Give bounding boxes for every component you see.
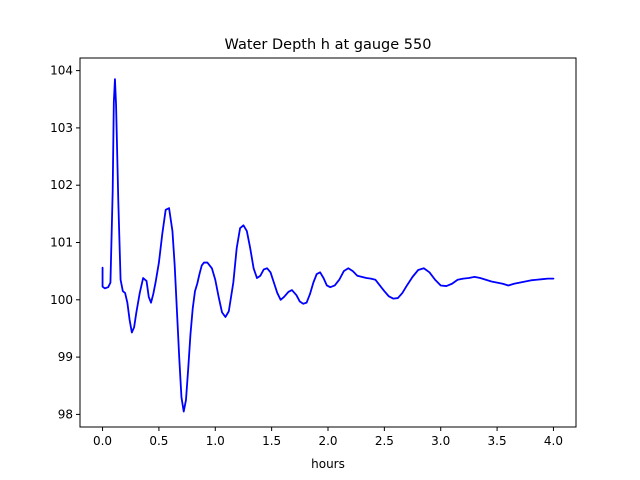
x-tick-label: 3.0: [431, 434, 450, 448]
x-tick-label: 1.5: [262, 434, 281, 448]
series-line-0: [101, 78, 555, 413]
x-tick-label: 2.0: [318, 434, 337, 448]
y-tick-label: 98: [58, 407, 73, 421]
x-tick-label: 1.0: [206, 434, 225, 448]
x-tick-label: 3.5: [488, 434, 507, 448]
plot-area: 0.0 0.5 1.0 1.5 2.0 2.5 3.0 3.5 4.0 98 99 100 101 102…: [50, 57, 577, 448]
x-tick-label: 4.0: [544, 434, 563, 448]
chart-title: Water Depth h at gauge 550: [225, 37, 432, 53]
y-tick-label: 100: [50, 293, 73, 307]
y-tick-label: 104: [50, 64, 73, 78]
x-axis-label: hours: [311, 457, 345, 471]
y-tick-label: 103: [50, 121, 73, 135]
y-tick-label: 101: [50, 236, 73, 250]
y-tick-label: 102: [50, 178, 73, 192]
y-tick-label: 99: [58, 350, 73, 364]
x-tick-label: 0.0: [93, 434, 112, 448]
x-tick-label: 0.5: [149, 434, 168, 448]
x-tick-label: 2.5: [375, 434, 394, 448]
